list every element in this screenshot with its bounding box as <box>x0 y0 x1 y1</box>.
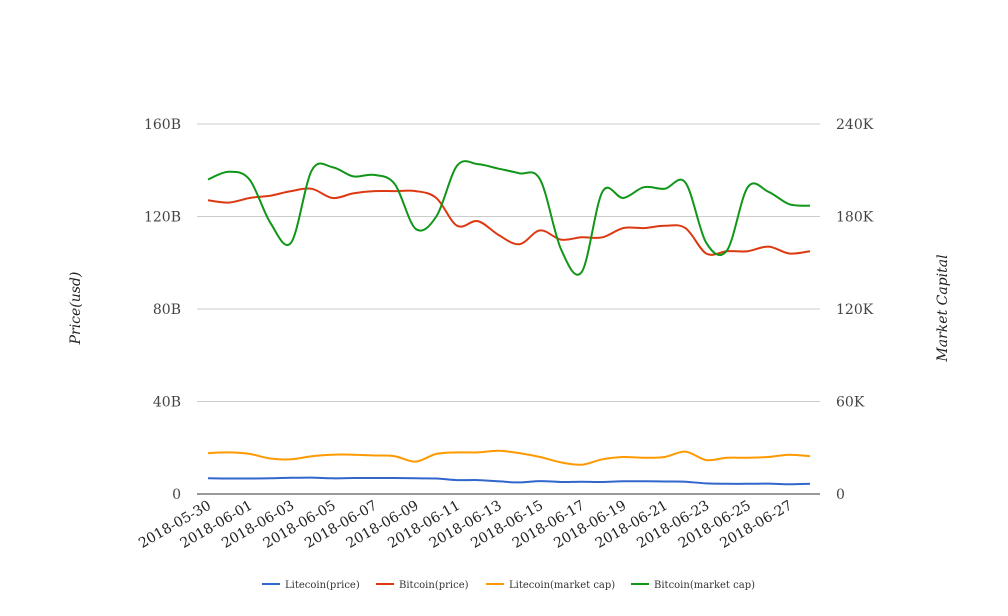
series-line-bitcoin-price <box>207 187 811 256</box>
left-axis-ticks: 0 40B 80B 120B 160B <box>144 117 181 503</box>
legend-label: Bitcoin(market cap) <box>654 580 755 591</box>
y-left-tick-label: 80B <box>153 302 181 318</box>
y-right-tick-label: 60K <box>836 395 865 411</box>
y-right-tick-label: 240K <box>836 117 874 133</box>
y-right-tick-label: 120K <box>836 302 874 318</box>
series-line-litecoin-price <box>207 476 811 486</box>
legend-label: Litecoin(price) <box>285 580 360 591</box>
y-left-tick-label: 40B <box>153 395 181 411</box>
legend-label: Litecoin(market cap) <box>509 580 615 591</box>
y-left-tick-label: 0 <box>172 487 181 503</box>
y-left-tick-label: 120B <box>144 210 181 226</box>
series-line-litecoin-market-cap <box>207 449 811 466</box>
y-right-axis-title: Market Capital <box>935 254 951 362</box>
y-left-axis-title: Price(usd) <box>68 272 84 346</box>
y-right-tick-label: 0 <box>836 487 845 503</box>
gridlines <box>197 123 820 402</box>
series-lines <box>207 160 811 486</box>
legend: Litecoin(price) Bitcoin(price) Litecoin(ma… <box>262 580 755 591</box>
y-left-tick-label: 160B <box>144 117 181 133</box>
series-line-bitcoin-market-cap <box>207 160 811 276</box>
y-right-tick-label: 180K <box>836 210 874 226</box>
right-axis-ticks: 0 60K 120K 180K 240K <box>836 117 874 503</box>
legend-label: Bitcoin(price) <box>399 580 469 591</box>
x-axis-ticks: 2018-05-302018-06-012018-06-032018-06-05… <box>136 498 795 552</box>
